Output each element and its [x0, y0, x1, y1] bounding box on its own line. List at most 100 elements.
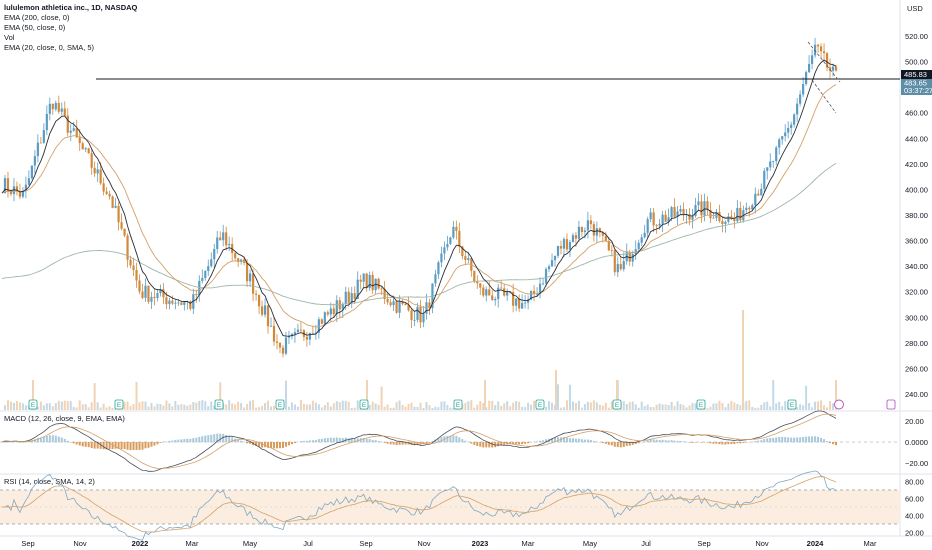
volume-bar: [799, 404, 802, 410]
candle-body: [679, 209, 682, 212]
volume-bar: [559, 407, 562, 410]
macd-axis[interactable]: 20.00 0.0000 −20.00: [905, 417, 928, 468]
volume-bar: [583, 404, 586, 410]
earnings-marker[interactable]: E: [359, 399, 369, 410]
earnings-marker[interactable]: E: [28, 399, 38, 410]
future-earnings-icon: [886, 399, 896, 410]
volume-bar: [772, 380, 775, 410]
volume-bar: [637, 407, 640, 410]
macd-histogram-bar: [589, 439, 592, 443]
earnings-marker[interactable]: E: [453, 399, 463, 410]
volume-bar: [685, 407, 688, 410]
volume-bar: [446, 405, 449, 410]
volume-bar: [404, 406, 407, 410]
rsi-axis[interactable]: 80.00 60.00 40.00 20.00: [905, 478, 924, 538]
macd-histogram-bar: [616, 442, 619, 448]
macd-histogram-bar: [30, 440, 33, 443]
macd-histogram-bar: [601, 442, 604, 444]
indicator-ema50[interactable]: EMA (50, close, 0): [4, 23, 66, 32]
volume-bar: [422, 407, 425, 410]
candle-body: [57, 102, 60, 112]
time-axis[interactable]: Sep Nov 2022 Mar May Jul Sep Nov 2023 Mar May Jul Se…: [21, 539, 877, 548]
volume-bar: [96, 402, 99, 410]
macd-histogram-bar: [580, 439, 583, 443]
candle-body: [500, 287, 503, 289]
candle-body: [335, 300, 338, 315]
macd-histogram-bar: [114, 442, 117, 449]
macd-histogram-bar: [832, 442, 835, 445]
macd-label[interactable]: MACD (12, 26, close, 9, EMA, EMA): [4, 414, 125, 423]
volume-bar: [601, 405, 604, 410]
volume-bar: [338, 402, 341, 410]
macd-histogram-bar: [826, 441, 829, 443]
macd-histogram-bar: [772, 437, 775, 443]
earnings-marker[interactable]: E: [612, 399, 622, 410]
volume-bar: [506, 401, 509, 410]
candle-body: [485, 289, 488, 296]
trendline-lower[interactable]: [811, 79, 837, 114]
macd-histogram-bar: [482, 442, 485, 448]
macd-histogram-bar: [829, 442, 832, 444]
candle-body: [174, 302, 177, 304]
time-axis-label: Sep: [697, 539, 710, 548]
macd-histogram-bar: [264, 442, 267, 448]
price-axis[interactable]: 520.00500.00480.00460.00440.00420.00400.…: [905, 32, 928, 399]
volume-bar: [545, 406, 548, 410]
volume-bar: [712, 403, 715, 410]
macd-histogram-bar: [808, 436, 811, 443]
earnings-marker[interactable]: E: [275, 399, 285, 410]
indicator-legend: lululemon athletica inc., 1D, NASDAQ EMA…: [4, 3, 137, 53]
earnings-marker[interactable]: E: [114, 399, 124, 410]
candle-body: [308, 333, 311, 340]
macd-histogram-bar: [117, 442, 120, 449]
earnings-marker[interactable]: E: [214, 399, 224, 410]
volume-bar: [287, 406, 290, 410]
volume-bar: [132, 404, 135, 410]
macd-histogram-bar: [126, 442, 129, 450]
candle-body: [658, 223, 661, 226]
volume-bar: [571, 401, 574, 410]
candles[interactable]: [3, 37, 838, 358]
volume-bar: [377, 404, 380, 410]
candle-body: [613, 250, 616, 273]
indicator-ema20[interactable]: EMA (20, close, 0, SMA, 5): [4, 43, 95, 52]
volume-bar: [476, 404, 479, 410]
indicator-ema200[interactable]: EMA (200, close, 0): [4, 13, 70, 22]
trendline-upper[interactable]: [807, 41, 841, 83]
last-price-tag: [901, 79, 932, 95]
macd-histogram-bar: [132, 442, 135, 451]
macd-histogram-bar: [613, 442, 616, 447]
indicator-vol[interactable]: Vol: [4, 33, 15, 42]
volume-bar: [84, 404, 87, 410]
candle-body: [362, 273, 365, 282]
macd-histogram-bar: [323, 438, 326, 443]
macd-histogram-bar: [835, 442, 837, 446]
candle-body: [281, 347, 285, 354]
volume-bar: [515, 401, 518, 410]
earnings-letter: E: [538, 402, 543, 409]
volume-bar: [670, 401, 673, 410]
volume-bar: [491, 400, 494, 410]
macd-histogram-bar: [413, 442, 416, 446]
volume-bar: [814, 401, 817, 410]
candle-body: [195, 294, 198, 296]
rsi-label[interactable]: RSI (14, close, SMA, 14, 2): [4, 477, 95, 486]
macd-histogram-bar: [317, 439, 320, 443]
macd-histogram-bar: [455, 435, 458, 443]
volume-bar: [784, 400, 787, 410]
earnings-marker[interactable]: E: [787, 399, 797, 410]
earnings-marker[interactable]: E: [535, 399, 545, 410]
candle-body: [649, 212, 652, 220]
candle-body: [129, 259, 132, 266]
macd-histogram-bar: [129, 442, 132, 451]
candle-body: [78, 137, 81, 144]
macd-histogram-bar: [652, 439, 655, 443]
macd-histogram-bar: [574, 438, 577, 443]
currency-label[interactable]: USD: [907, 4, 923, 13]
earnings-marker[interactable]: E: [696, 399, 706, 410]
volume-bar: [63, 400, 66, 410]
candle-body: [553, 255, 557, 261]
macd-histogram-bar: [664, 440, 667, 443]
